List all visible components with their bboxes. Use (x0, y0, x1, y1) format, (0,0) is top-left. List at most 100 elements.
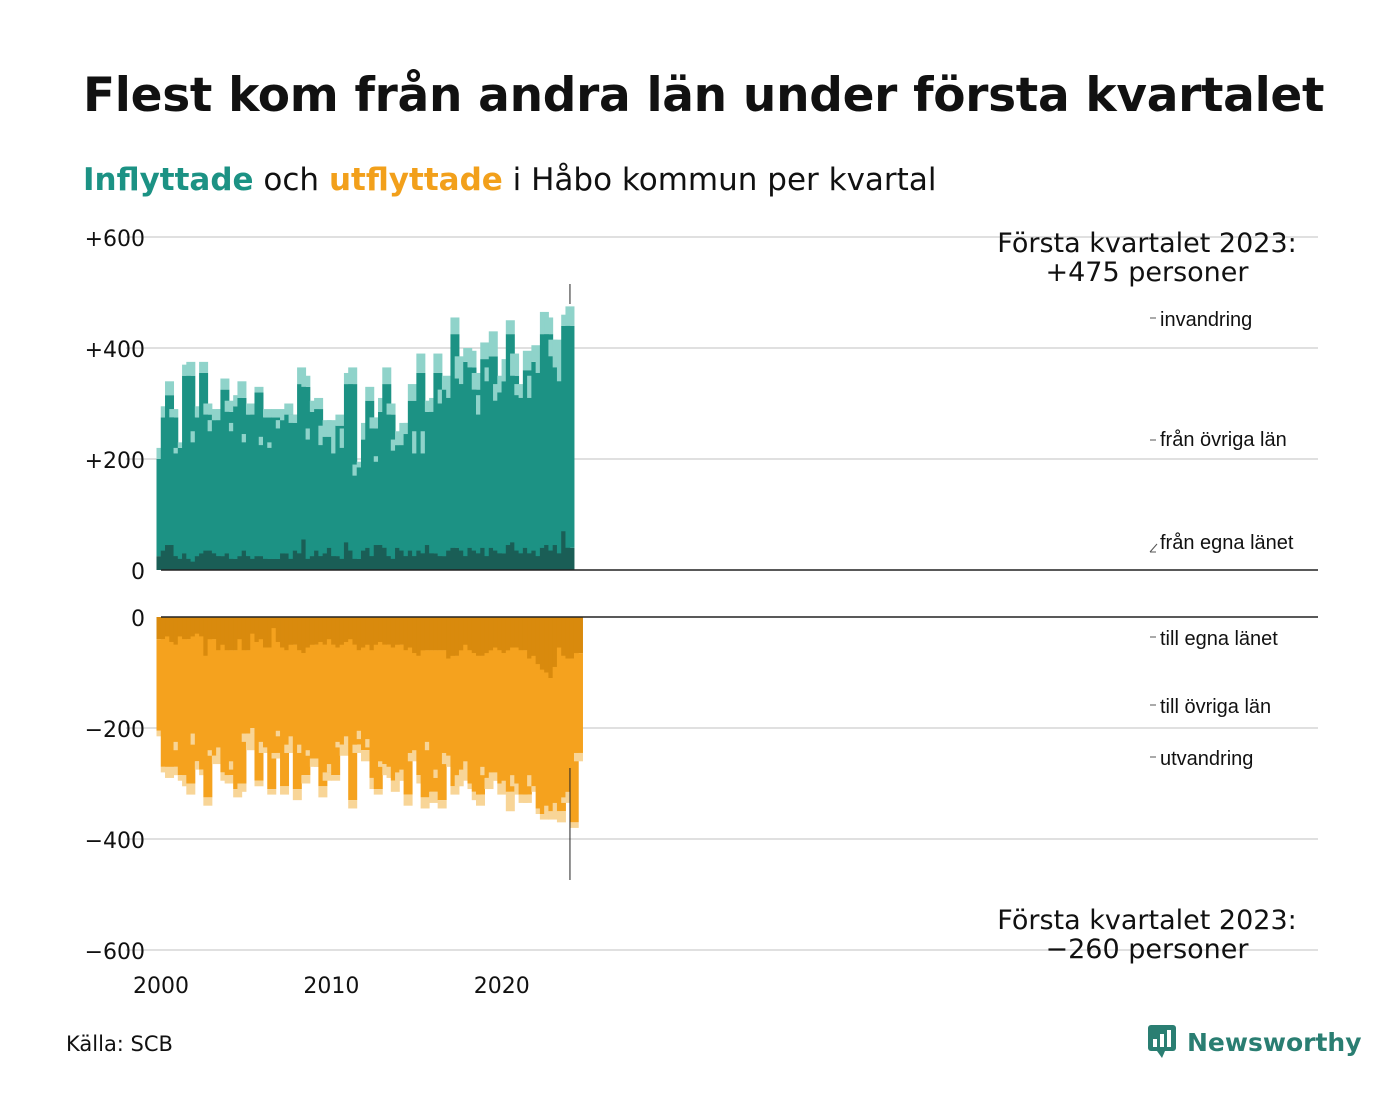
bar-inflow (335, 414, 345, 426)
series-label: utvandring (1160, 748, 1253, 770)
y-tick-label: −400 (85, 829, 145, 854)
source-note: Källa: SCB (66, 1032, 173, 1056)
annotation-top-line2: +475 personer (1045, 257, 1249, 288)
bar-outflow (186, 783, 196, 795)
series-label: invandring (1160, 309, 1252, 331)
bar-outflow (352, 744, 362, 753)
bar-inflow (416, 353, 426, 373)
bar-outflow (569, 822, 579, 828)
bar-outflow (484, 777, 494, 790)
y-tick-label: 0 (131, 607, 145, 632)
subtitle: Inflyttade och utflyttade i Håbo kommun … (83, 162, 936, 198)
x-tick-label: 2000 (133, 974, 189, 999)
subtitle-inflyttade: Inflyttade (83, 162, 254, 198)
bar-outflow (390, 780, 400, 792)
logo-text: Newsworthy (1187, 1027, 1362, 1057)
bar-outflow (450, 786, 460, 795)
annotation-bottom-line2: −260 personer (1045, 934, 1249, 965)
bar-outflow (203, 797, 213, 806)
bar-inflow (488, 331, 498, 357)
bar-inflow (348, 367, 358, 385)
page-title: Flest kom från andra län under första kv… (83, 68, 1325, 123)
bar-inflow (433, 353, 443, 373)
bar-outflow (437, 800, 447, 809)
bar-inflow (480, 342, 490, 360)
bar-outflow (211, 755, 221, 765)
y-tick-label: −200 (85, 718, 145, 743)
bar-outflow (284, 744, 294, 753)
y-tick-label: +600 (85, 227, 145, 252)
newsworthy-logo: Newsworthy (1147, 1024, 1362, 1060)
bar-outflow (573, 752, 583, 762)
bar-outflow (522, 794, 532, 803)
series-label: till övriga län (1160, 696, 1271, 718)
bar-inflow (326, 420, 336, 437)
bar-inflow (186, 361, 196, 376)
bar-outflow (556, 811, 566, 823)
bar-outflow (373, 789, 383, 795)
bar-outflow (245, 733, 255, 751)
bar-outflow (348, 800, 358, 809)
y-tick-label: 0 (131, 560, 145, 585)
y-tick-label: −600 (85, 940, 145, 965)
bar-inflow (544, 317, 554, 335)
bar-inflow (254, 386, 264, 393)
bar-outflow (224, 775, 234, 784)
bar-inflow (505, 320, 515, 335)
bar-inflow (284, 403, 294, 415)
bar-outflow (476, 794, 485, 806)
bar-inflow (531, 345, 541, 362)
bar-inflow (450, 317, 460, 335)
bar-outflow (318, 786, 328, 798)
series-label: till egna länet (1160, 628, 1278, 650)
bar-outflow (233, 789, 243, 798)
bar-inflow (369, 417, 379, 429)
bar-outflow (339, 744, 349, 756)
series-label: från övriga län (1160, 429, 1287, 451)
bar-outflow (237, 783, 247, 792)
bar-inflow (407, 384, 417, 401)
bar-outflow (360, 750, 370, 762)
bar-inflow (565, 306, 575, 326)
bar-chart-speech-bubble-icon (1148, 1025, 1176, 1058)
annotation-top-line1: Första kvartalet 2023: (997, 228, 1296, 259)
bar-inflow (522, 350, 532, 371)
bar-outflow (548, 811, 558, 820)
bar-outflow (573, 617, 583, 654)
x-tick-label: 2020 (474, 974, 530, 999)
bar-inflow (365, 386, 375, 401)
bar-outflow (169, 766, 179, 776)
bar-outflow (292, 789, 302, 801)
bar-inflow (552, 339, 562, 368)
bar-inflow (565, 547, 575, 570)
series-label: från egna länet (1160, 532, 1294, 554)
bar-outflow (322, 772, 332, 781)
bar-outflow (331, 775, 341, 781)
bar-inflow (169, 409, 179, 418)
bar-outflow (271, 752, 281, 759)
bar-inflow (165, 381, 175, 396)
bar-inflow (510, 353, 520, 376)
bar-outflow (505, 791, 515, 812)
bar-outflow (403, 794, 413, 806)
bar-inflow (237, 381, 247, 398)
bar-inflow (263, 409, 272, 418)
bar-outflow (267, 789, 277, 795)
bar-outflow (280, 786, 290, 795)
bar-outflow (420, 797, 430, 809)
annotation-bottom-line1: Första kvartalet 2023: (997, 905, 1296, 936)
bar-inflow (220, 378, 230, 390)
subtitle-rest: i Håbo kommun per kvartal (502, 162, 937, 198)
bar-inflow (382, 367, 392, 385)
subtitle-and: och (253, 162, 329, 198)
bar-outflow (429, 791, 439, 803)
bar-inflow (301, 375, 311, 387)
x-tick-label: 2010 (303, 974, 359, 999)
bar-inflow (565, 325, 575, 548)
y-tick-label: +200 (85, 449, 145, 474)
bar-inflow (271, 409, 281, 418)
bar-outflow (458, 769, 468, 781)
bar-inflow (224, 400, 234, 412)
bar-inflow (314, 397, 324, 410)
